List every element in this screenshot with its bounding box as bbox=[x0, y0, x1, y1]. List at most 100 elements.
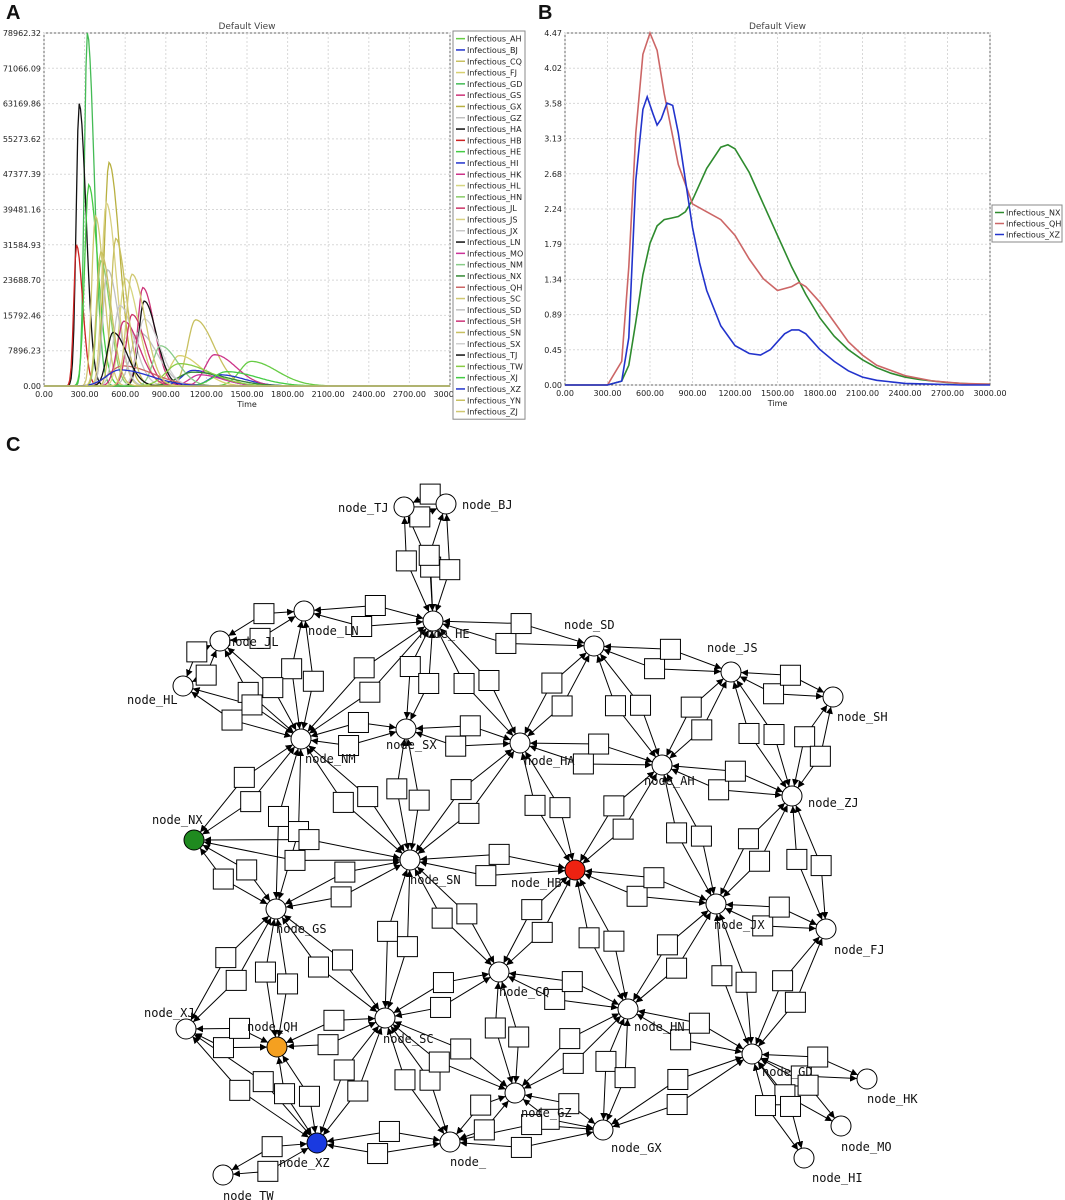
legend-entry: Infectious_XZ bbox=[467, 385, 522, 394]
transition-square bbox=[572, 753, 594, 775]
transition-square bbox=[409, 506, 431, 528]
transition-square bbox=[334, 861, 356, 883]
transition-square bbox=[240, 791, 262, 813]
legend-entry: Infectious_HK bbox=[467, 170, 522, 179]
transition-square bbox=[708, 779, 730, 801]
node-label-sh: node_SH bbox=[837, 710, 888, 724]
x-tick-label: 3000.00 bbox=[973, 389, 1006, 398]
legend-entry: Infectious_TW bbox=[467, 362, 523, 371]
arc-out bbox=[755, 980, 784, 1045]
x-tick-label: 0.00 bbox=[556, 389, 574, 398]
transition-square bbox=[810, 855, 832, 877]
transition-square bbox=[241, 694, 263, 716]
legend-entry: Infectious_NX bbox=[467, 272, 522, 281]
arc-out bbox=[442, 617, 522, 625]
arc-out bbox=[584, 868, 654, 879]
y-tick-label: 63169.86 bbox=[3, 100, 41, 109]
transition-square bbox=[724, 760, 746, 782]
transition-square bbox=[541, 672, 563, 694]
x-tick-label: 2100.00 bbox=[312, 390, 345, 399]
transition-square bbox=[332, 949, 354, 971]
node-label-xj: node_XJ bbox=[144, 1006, 195, 1020]
y-tick-label: 3.58 bbox=[544, 99, 562, 108]
x-tick-label: 1200.00 bbox=[190, 390, 223, 399]
x-tick-label: 2400.00 bbox=[352, 390, 385, 399]
transition-square bbox=[302, 670, 324, 692]
x-tick-label: 2700.00 bbox=[393, 390, 426, 399]
transition-square bbox=[752, 915, 774, 937]
legend-entry: Infectious_NM bbox=[467, 261, 523, 270]
chart-title: Default View bbox=[749, 22, 806, 32]
transition-square bbox=[229, 1017, 251, 1039]
node-hn bbox=[617, 998, 639, 1020]
transition-square bbox=[430, 996, 452, 1018]
transition-square bbox=[578, 927, 600, 949]
transition-square bbox=[351, 616, 373, 638]
legend-entry: Infectious_SD bbox=[467, 306, 521, 315]
legend-entry: Infectious_CQ bbox=[467, 57, 522, 66]
transition-square bbox=[394, 1069, 416, 1091]
transition-square bbox=[475, 865, 497, 887]
node-label-hk: node_HK bbox=[867, 1092, 918, 1106]
transition-square bbox=[277, 973, 299, 995]
arc-out bbox=[382, 931, 390, 1009]
node-yn bbox=[439, 1131, 461, 1153]
y-tick-label: 0.00 bbox=[544, 381, 562, 390]
node-hk bbox=[856, 1068, 878, 1090]
transition-square bbox=[333, 1059, 355, 1081]
arc-out bbox=[193, 1034, 264, 1083]
y-tick-label: 47377.39 bbox=[3, 170, 41, 179]
arc-out bbox=[439, 1061, 506, 1090]
y-tick-label: 1.34 bbox=[544, 275, 562, 284]
arc-out bbox=[554, 998, 619, 1011]
panel-label-a: A bbox=[6, 2, 21, 24]
transition-square bbox=[236, 859, 258, 881]
node-label-tj: node_TJ bbox=[338, 501, 389, 515]
transition-square bbox=[666, 822, 688, 844]
transition-square bbox=[364, 594, 386, 616]
transition-square bbox=[768, 896, 790, 918]
transition-square bbox=[484, 1017, 506, 1039]
transition-square bbox=[749, 850, 771, 872]
arc-out bbox=[611, 1079, 679, 1125]
transition-square bbox=[233, 766, 255, 788]
transition-square bbox=[562, 1052, 584, 1074]
series-line-infectious-xz bbox=[565, 94, 990, 386]
node-label-tw: node_TW bbox=[223, 1189, 274, 1200]
x-tick-label: 1200.00 bbox=[718, 389, 751, 398]
arc-in bbox=[442, 622, 507, 644]
transition-square bbox=[249, 627, 271, 649]
transition-square bbox=[809, 745, 831, 767]
arc-out bbox=[794, 938, 823, 1003]
node-tj bbox=[393, 496, 415, 518]
arc-out bbox=[718, 789, 783, 799]
node-label-sc: node_SC bbox=[383, 1032, 434, 1046]
transition-square bbox=[643, 867, 665, 889]
transition-square bbox=[252, 1071, 274, 1093]
transition-square bbox=[298, 829, 320, 851]
transition-square bbox=[656, 934, 678, 956]
node-label-nx: node_NX bbox=[152, 813, 203, 827]
x-tick-label: 900.00 bbox=[679, 389, 707, 398]
transition-square bbox=[386, 778, 408, 800]
transition-square bbox=[667, 1068, 689, 1090]
node-label-jx: node_JX bbox=[714, 918, 765, 932]
transition-square bbox=[779, 664, 801, 686]
transition-square bbox=[558, 1093, 580, 1115]
y-tick-label: 1.79 bbox=[544, 240, 562, 249]
node-label-bj: node_BJ bbox=[462, 498, 513, 512]
legend-entry: Infectious_HE bbox=[467, 148, 521, 157]
transition-square bbox=[261, 1136, 283, 1158]
node-ha bbox=[509, 732, 531, 754]
legend-entry: Infectious_QH bbox=[467, 283, 522, 292]
legend-entry: Infectious_GS bbox=[467, 91, 521, 100]
arc-out bbox=[459, 1124, 532, 1142]
legend-entry: Infectious_GX bbox=[467, 102, 522, 111]
arc-in bbox=[520, 623, 585, 645]
x-tick-label: 2100.00 bbox=[846, 389, 879, 398]
node-label-hi: node_HI bbox=[812, 1171, 863, 1185]
arc-in bbox=[419, 860, 486, 877]
node-gx bbox=[592, 1119, 614, 1141]
transition-square bbox=[670, 1029, 692, 1051]
transition-square bbox=[253, 603, 275, 625]
